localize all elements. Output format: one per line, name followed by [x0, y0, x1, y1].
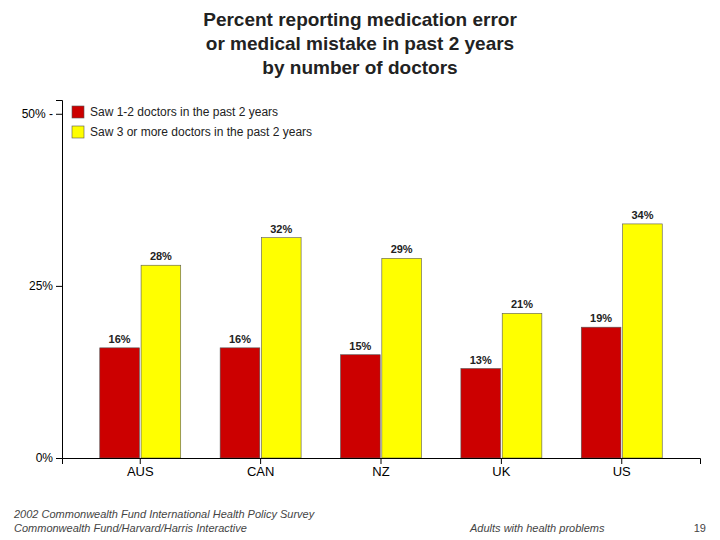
annotation: 2002 Commonwealth Fund International Hea…: [13, 508, 316, 520]
y-axis: 0% 25% 50% -: [22, 101, 63, 466]
y-tick: 0%: [36, 451, 62, 465]
annotation: Adults with health problems: [469, 522, 605, 534]
x-tick: AUS: [127, 458, 154, 479]
y-tick: 25%: [29, 279, 62, 293]
bar: [141, 265, 181, 458]
x-tick-label: AUS: [127, 464, 154, 479]
bar: [461, 369, 501, 459]
annotation: Commonwealth Fund/Harvard/Harris Interac…: [14, 522, 247, 534]
bar: [581, 327, 621, 458]
bar: [623, 224, 663, 458]
data-label: 21%: [511, 298, 533, 310]
bar: [341, 355, 381, 458]
x-tick-mark: [260, 458, 261, 464]
bar: [382, 258, 422, 458]
title: by number of doctors: [262, 57, 457, 78]
y-tick: 50% -: [22, 107, 62, 121]
x-tick-label: UK: [492, 464, 510, 479]
data-label: 28%: [150, 250, 172, 262]
legend-label: Saw 3 or more doctors in the past 2 year…: [90, 125, 312, 139]
y-tick-label: 50% -: [22, 107, 53, 121]
legend-item: Saw 1-2 doctors in the past 2 years: [72, 105, 278, 119]
title: Percent reporting medication error: [203, 9, 517, 30]
x-axis: AUS CAN NZ UK US: [63, 458, 701, 479]
x-axis-line: [63, 459, 701, 465]
annotation: 19: [694, 522, 706, 534]
data-label: 32%: [270, 223, 292, 235]
bars: [100, 224, 662, 458]
x-tick-mark: [140, 458, 141, 464]
y-tick-mark: [56, 114, 62, 115]
legend-label: Saw 1-2 doctors in the past 2 years: [90, 105, 278, 119]
data-label: 13%: [470, 354, 492, 366]
data-label: 16%: [229, 333, 251, 345]
y-axis-line: [56, 101, 63, 459]
chart: Percent reporting medication error or med…: [0, 0, 720, 540]
x-tick-mark: [621, 458, 622, 464]
x-tick: US: [613, 458, 631, 479]
y-tick-mark: [56, 458, 62, 459]
plot: 0% 25% 50% - AUS CAN NZ UK US 16% 16% 15% 13% 19% 28%…: [22, 101, 701, 480]
y-tick-label: 25%: [29, 279, 53, 293]
x-tick-label: NZ: [372, 464, 389, 479]
x-tick-label: CAN: [247, 464, 274, 479]
data-labels: 16% 16% 15% 13% 19% 28% 32% 29% 21% 34%: [109, 209, 654, 366]
x-tick-mark: [381, 458, 382, 464]
data-label: 34%: [631, 209, 653, 221]
data-label: 16%: [109, 333, 131, 345]
bar: [261, 238, 301, 458]
legend-item: Saw 3 or more doctors in the past 2 year…: [72, 125, 312, 139]
y-tick-label: 0%: [36, 451, 54, 465]
x-tick: NZ: [372, 458, 389, 479]
x-tick: UK: [492, 458, 510, 479]
bar: [100, 348, 140, 458]
legend-swatch: [72, 106, 84, 118]
title: or medical mistake in past 2 years: [206, 33, 514, 54]
data-label: 19%: [590, 312, 612, 324]
y-tick-mark: [56, 286, 62, 287]
legend-swatch: [72, 126, 84, 138]
bar: [220, 348, 260, 458]
bar: [502, 313, 542, 458]
x-tick-mark: [501, 458, 502, 464]
data-label: 29%: [391, 243, 413, 255]
legend: Saw 1-2 doctors in the past 2 years Saw 3…: [72, 105, 312, 139]
data-label: 15%: [349, 340, 371, 352]
x-tick: CAN: [247, 458, 274, 479]
x-tick-label: US: [613, 464, 631, 479]
